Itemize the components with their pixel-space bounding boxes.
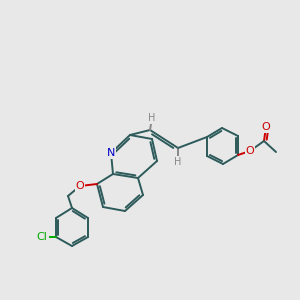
Text: N: N [107, 148, 115, 158]
Text: O: O [246, 146, 254, 156]
Text: O: O [262, 122, 270, 132]
Text: O: O [76, 181, 84, 191]
Text: H: H [148, 113, 156, 123]
Text: H: H [174, 157, 182, 167]
Text: Cl: Cl [37, 232, 47, 242]
